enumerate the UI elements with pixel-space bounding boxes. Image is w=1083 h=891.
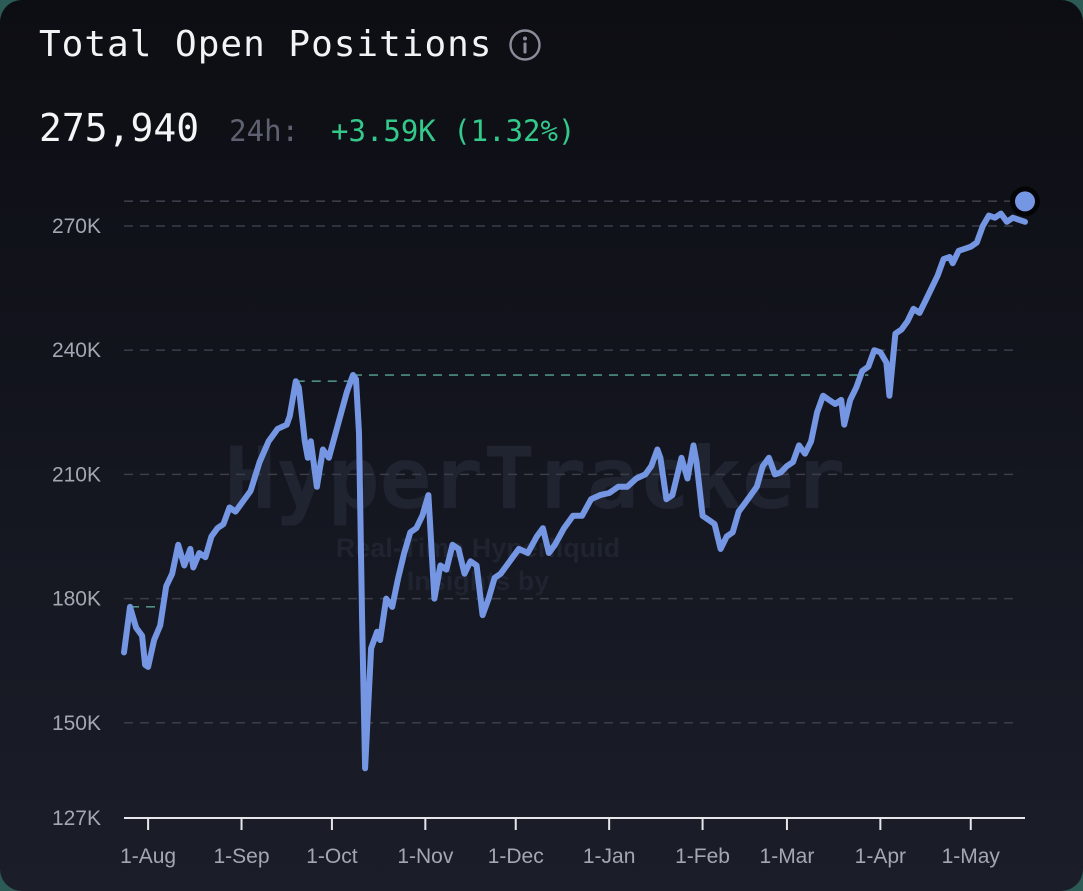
- y-tick-label: 127K: [52, 807, 101, 830]
- y-tick-label: 270K: [52, 215, 101, 238]
- y-tick-label: 240K: [52, 339, 101, 362]
- gridlines: [124, 225, 1020, 724]
- x-tick-label: 1-Dec: [488, 845, 544, 868]
- x-tick-label: 1-Aug: [120, 845, 176, 868]
- total-value: 275,940: [39, 106, 200, 150]
- series-line[interactable]: [121, 210, 1028, 772]
- x-tick-label: 1-Jan: [583, 845, 636, 868]
- info-circle-icon[interactable]: [508, 28, 542, 62]
- y-tick-label: 150K: [52, 712, 101, 735]
- y-tick-label: 180K: [52, 588, 101, 611]
- x-tick-label: 1-Nov: [397, 845, 454, 868]
- x-tick-label: 1-Mar: [760, 845, 815, 868]
- watermark-tagline-1: Real-Time Hyperliquid: [336, 533, 621, 563]
- watermark-brand: HyperTracker: [224, 429, 845, 529]
- x-tick-label: 1-May: [942, 845, 1001, 868]
- y-axis: 127K 150K 180K 210K 240K 270K: [52, 215, 101, 830]
- title-row: Total Open Positions: [39, 24, 542, 65]
- last-point-group[interactable]: [1010, 186, 1040, 217]
- x-tick-label: 1-Oct: [306, 845, 358, 868]
- change-value: +3.59K (1.32%): [331, 114, 576, 148]
- series-group: [121, 210, 1028, 772]
- x-tick-label: 1-Feb: [675, 845, 730, 868]
- high-water-marks: [124, 200, 1025, 608]
- stats-row: 275,940 24h: +3.59K (1.32%): [39, 106, 575, 150]
- chart-title: Total Open Positions: [39, 24, 493, 65]
- x-tick-label: 1-Apr: [855, 845, 906, 868]
- x-axis: 1-Aug 1-Sep 1-Oct 1-Nov 1-Dec 1-Jan 1-Feb 1-Mar…: [120, 817, 1025, 868]
- change-label: 24h:: [229, 114, 299, 148]
- x-tick-label: 1-Sep: [213, 845, 269, 868]
- y-tick-label: 210K: [52, 463, 101, 486]
- last-point-marker[interactable]: [1015, 191, 1035, 212]
- watermark: HyperTracker Real-Time Hyperliquid Insig…: [224, 429, 845, 596]
